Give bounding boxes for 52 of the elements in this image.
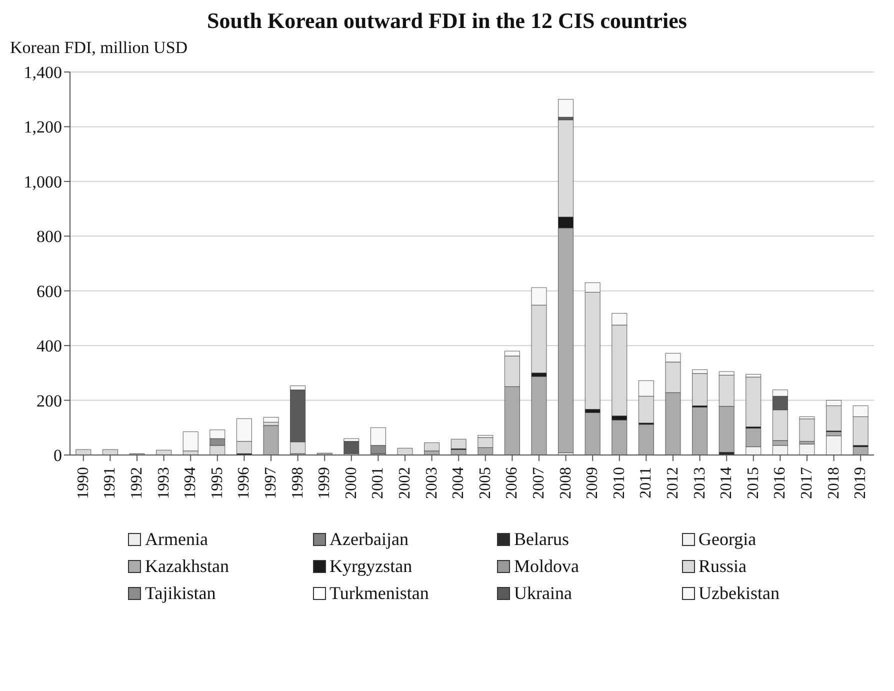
x-tick-label: 2016: [772, 467, 789, 499]
legend-label: Azerbaijan: [330, 529, 408, 550]
x-tick-label: 2001: [370, 467, 387, 499]
chart-title: South Korean outward FDI in the 12 CIS countries: [206, 8, 688, 34]
legend-label: Uzbekistan: [698, 583, 780, 604]
x-tick-label: 1995: [208, 467, 226, 499]
x-tick-label: 2009: [584, 467, 602, 499]
legend-label: Turkmenistan: [330, 583, 429, 604]
legend-label: Armenia: [145, 529, 208, 550]
x-tick-label: 1999: [316, 467, 334, 499]
x-tick-label: 1990: [74, 467, 92, 499]
x-tick-label: 1991: [102, 467, 119, 499]
legend-label: Moldova: [514, 556, 579, 577]
legend-label: Russia: [698, 556, 747, 577]
y-tick-label: 800: [36, 227, 62, 246]
x-tick-label: 1992: [128, 467, 146, 499]
legend-label: Belarus: [514, 529, 569, 550]
y-tick-label: 400: [36, 336, 62, 356]
legend-label: Georgia: [698, 529, 756, 550]
y-tick-label: 1,200: [24, 118, 62, 137]
x-tick-label: 2003: [423, 467, 440, 499]
x-tick-label: 2005: [476, 467, 494, 499]
x-tick-label: 2000: [342, 467, 360, 499]
y-tick-label: 200: [36, 391, 62, 410]
x-tick-label: 1998: [289, 467, 306, 499]
y-tick-label: 0: [54, 446, 62, 466]
y-tick-label: 1,400: [24, 63, 62, 82]
x-tick-label: 1996: [236, 467, 253, 499]
legend-label: Ukraina: [514, 583, 572, 604]
x-tick-label: 2004: [450, 467, 468, 499]
y-axis-title: Korean FDI, million USD: [10, 38, 189, 58]
legend-label: Kazakhstan: [145, 556, 229, 577]
x-tick-label: 2011: [638, 467, 655, 498]
x-tick-label: 2007: [530, 467, 548, 499]
x-tick-label: 1994: [182, 467, 200, 499]
x-tick-label: 2010: [610, 467, 628, 499]
x-tick-label: 2012: [664, 467, 682, 499]
y-tick-label: 600: [36, 282, 62, 301]
x-tick-label: 1997: [262, 467, 280, 499]
x-tick-label: 2013: [691, 467, 708, 499]
x-tick-label: 2018: [825, 467, 842, 499]
legend-label: Kyrgyzstan: [330, 556, 412, 577]
x-tick-label: 1993: [155, 467, 172, 499]
x-tick-label: 2014: [718, 467, 736, 499]
y-tick-label: 1,000: [24, 172, 62, 192]
x-tick-label: 2017: [798, 467, 816, 499]
x-tick-label: 2006: [504, 467, 521, 499]
x-tick-label: 2002: [396, 467, 414, 499]
x-tick-label: 2015: [744, 467, 762, 499]
x-tick-label: 2019: [852, 467, 870, 499]
x-tick-label: 2008: [557, 467, 574, 499]
legend-label: Tajikistan: [145, 583, 216, 604]
